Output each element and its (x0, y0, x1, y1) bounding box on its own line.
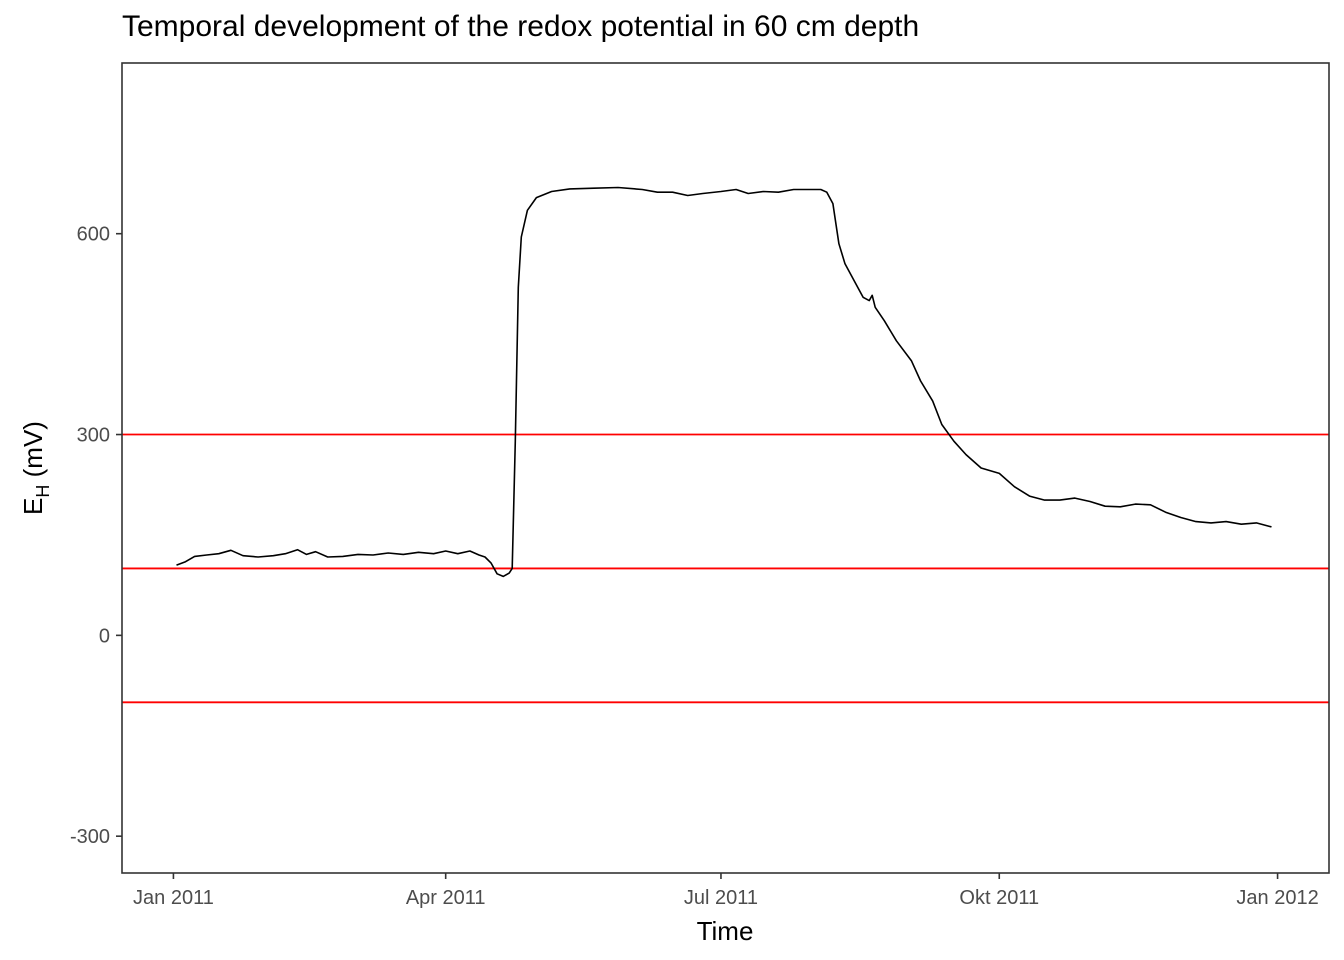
y-axis: -300 0 300 600 (70, 224, 122, 848)
y-axis-title-unit: (mV) (18, 421, 48, 485)
plot-panel (122, 63, 1329, 873)
y-tick-label: 600 (77, 224, 110, 246)
y-tick-label: 0 (99, 625, 110, 647)
y-tick-label: -300 (70, 826, 110, 848)
plot-border (121, 62, 1330, 874)
x-tick-label: Jan 2012 (1236, 887, 1318, 909)
y-axis-title: EH (mV) (18, 421, 53, 515)
y-tick-label: 300 (77, 425, 110, 447)
x-axis-title: Time (697, 916, 754, 946)
y-axis-title-subscript: H (33, 485, 53, 498)
x-tick-label: Jan 2011 (133, 887, 214, 909)
reference-lines (122, 433, 1329, 704)
x-tick-label: Jul 2011 (684, 887, 758, 909)
x-tick-label: Okt 2011 (959, 887, 1039, 909)
chart-title: Temporal development of the redox potent… (122, 10, 920, 43)
x-axis: Jan 2011 Apr 2011 Jul 2011 Okt 2011 Jan 2012 (133, 873, 1319, 909)
series-line (176, 186, 1272, 578)
data-series (176, 186, 1272, 578)
x-tick-label: Apr 2011 (406, 887, 486, 909)
y-axis-title-main: E (18, 498, 48, 515)
